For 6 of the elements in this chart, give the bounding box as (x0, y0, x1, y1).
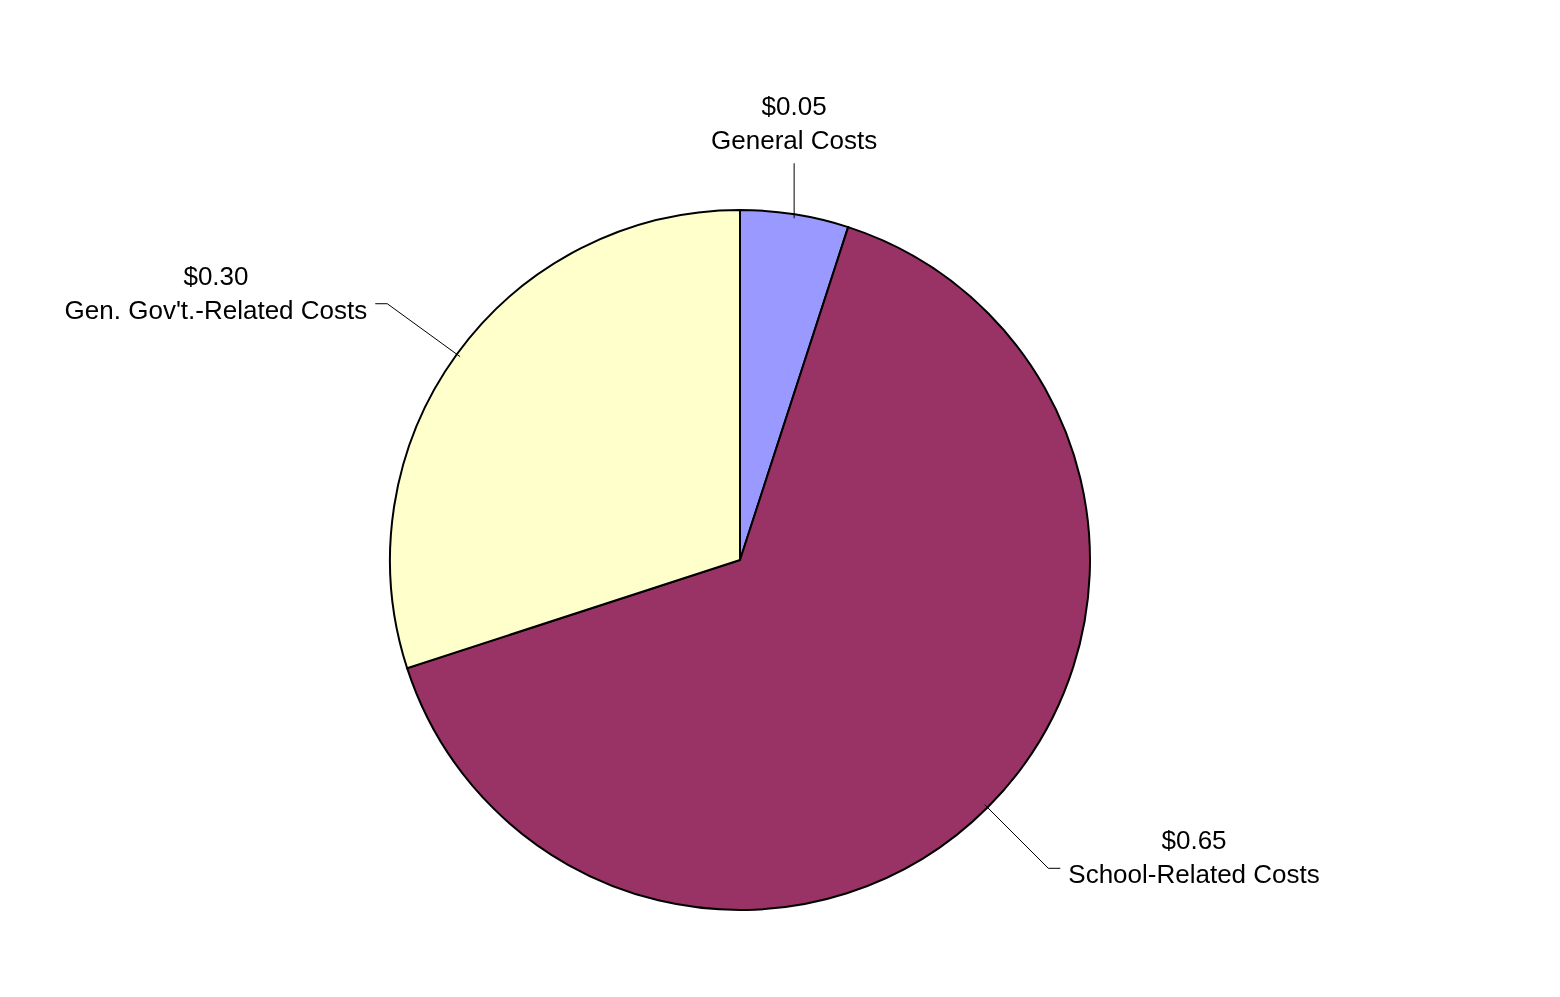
data-label: $0.05 (761, 91, 827, 122)
slice-label: Gen. Gov't.-Related Costs (64, 294, 368, 325)
data-label: $0.65 (1161, 825, 1227, 856)
data-label: $0.30 (183, 260, 249, 291)
slice-label: General Costs (711, 125, 878, 156)
slice-label: School-Related Costs (1068, 859, 1320, 890)
